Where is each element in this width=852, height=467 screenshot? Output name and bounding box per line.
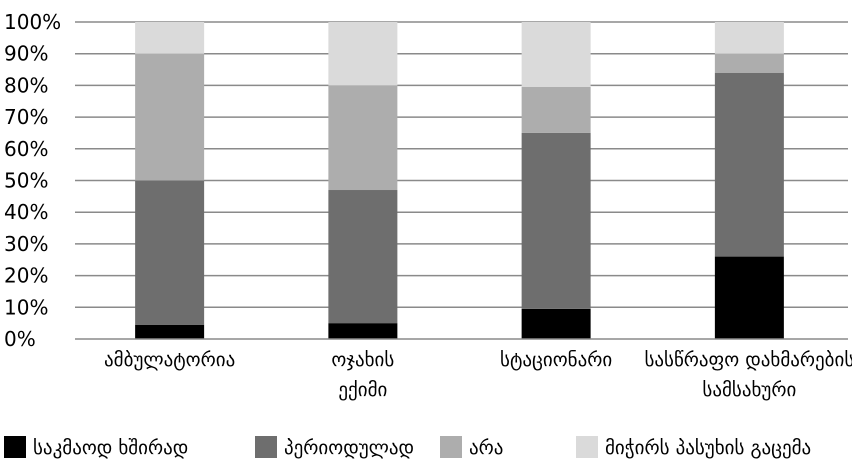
bar-segment <box>715 73 784 257</box>
legend-swatch <box>440 436 462 458</box>
bar-segment <box>328 323 397 339</box>
legend-label: მიჭირს პასუხის გაცემა <box>605 437 811 459</box>
legend: საკმაოდ ხშირად პერიოდულად არა მიჭირს პასუხი… <box>4 436 811 459</box>
y-tick-label: 20% <box>4 264 48 288</box>
legend-label: საკმაოდ ხშირად <box>33 437 188 459</box>
x-category-label: ამბულატორია <box>104 349 235 371</box>
bar-segment <box>135 54 204 181</box>
y-tick-label: 40% <box>4 200 48 224</box>
legend-swatch <box>4 436 26 458</box>
bar-segment <box>715 54 784 73</box>
legend-label: არა <box>469 437 503 459</box>
legend-label: პერიოდულად <box>284 437 414 459</box>
bar-segment <box>135 181 204 325</box>
y-tick-label: 70% <box>4 105 48 129</box>
legend-swatch <box>576 436 598 458</box>
bar-segment <box>328 85 397 190</box>
x-category-label: სამსახური <box>702 379 796 401</box>
bar-segment <box>135 325 204 339</box>
x-category-label: სტაციონარი <box>500 349 612 371</box>
bar-segment <box>328 190 397 323</box>
legend-swatch <box>255 436 277 458</box>
bar-segment <box>135 22 204 54</box>
x-category-label: ოჯახის <box>331 349 394 371</box>
y-tick-label: 0% <box>4 327 36 351</box>
bar-segment <box>522 22 591 87</box>
bar-segment <box>328 22 397 85</box>
y-tick-label: 80% <box>4 73 48 97</box>
bar-segment <box>522 87 591 133</box>
y-tick-label: 50% <box>4 169 48 193</box>
y-tick-label: 90% <box>4 42 48 66</box>
x-category-label: ექიმი <box>338 379 387 401</box>
y-axis-tick-labels: 0% 10% 20% 30% 40% 50% 60% 70% 80% 90% 100% <box>4 10 61 351</box>
bar-segment <box>715 22 784 54</box>
y-tick-label: 10% <box>4 295 48 319</box>
bar-segment <box>522 309 591 339</box>
x-axis-category-labels: ამბულატორია ოჯახის ექიმი სტაციონარი სასწრაფო… <box>104 349 852 401</box>
y-tick-label: 100% <box>4 10 61 34</box>
bar-segment <box>522 133 591 309</box>
bar-segment <box>715 257 784 339</box>
y-tick-label: 60% <box>4 137 48 161</box>
y-tick-label: 30% <box>4 232 48 256</box>
x-category-label: სასწრაფო დახმარების <box>644 349 852 371</box>
